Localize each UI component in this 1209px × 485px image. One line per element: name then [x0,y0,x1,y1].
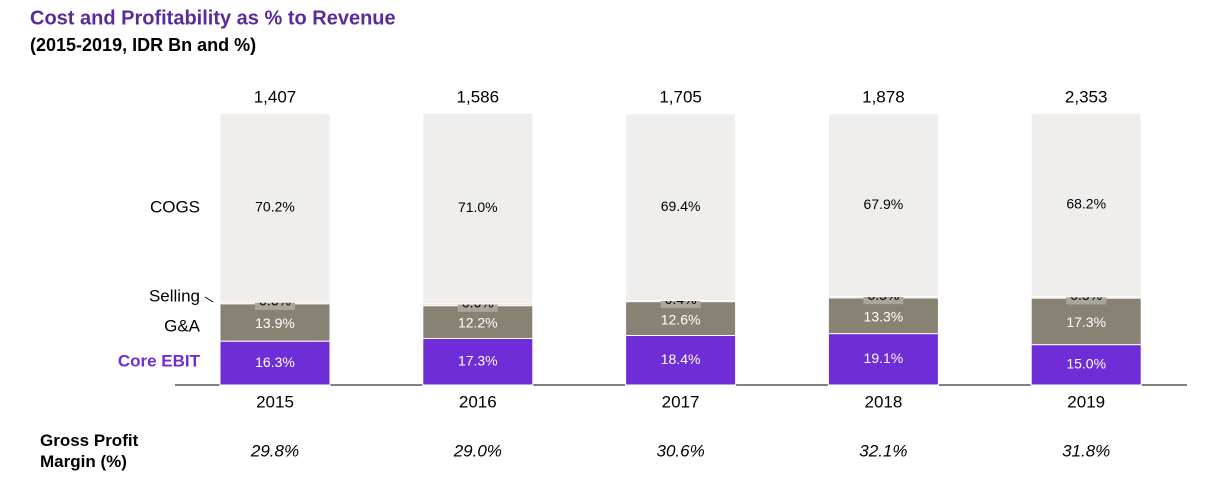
revenue-label: 2,353 [1065,87,1108,106]
value-label: 13.9% [255,315,295,331]
gpm-label: 29.0% [453,441,502,460]
series-label: G&A [164,316,201,335]
value-label: 68.2% [1066,196,1106,212]
gpm-label: 32.1% [859,441,907,460]
chart-subtitle: (2015-2019, IDR Bn and %) [30,35,256,55]
revenue-label: 1,705 [659,87,702,106]
bar-segment [219,112,331,303]
bar-segment [1030,297,1142,346]
series-label: Selling [149,286,200,305]
value-label: 71.0% [458,199,498,215]
leader-line [204,296,214,303]
chart-title: Cost and Profitability as % to Revenue [30,7,396,29]
value-label: 16.3% [255,354,295,370]
value-label: 17.3% [458,352,498,368]
value-label: 12.2% [458,315,498,331]
bar-segment [827,333,939,386]
bar-segment [219,303,331,342]
gpm-row-label: Gross Profit Margin (%) [40,431,139,471]
x-tick-label: 2019 [1067,392,1105,411]
value-label: 12.6% [661,311,701,327]
series-label: Core EBIT [118,351,201,370]
value-label: 17.3% [1066,314,1106,330]
x-tick-label: 2016 [459,392,497,411]
gpm-label: 29.8% [250,441,299,460]
bar-segment [422,112,534,305]
value-label: 15.0% [1066,356,1106,372]
x-tick-label: 2015 [256,392,294,411]
value-label: 18.4% [661,351,701,367]
value-label: 70.2% [255,198,295,214]
series-label: COGS [150,197,200,216]
value-label: 19.1% [864,350,904,366]
x-tick-label: 2018 [864,392,902,411]
x-tick-label: 2017 [662,392,700,411]
bar-segment [1030,112,1142,298]
value-label: 13.3% [864,308,904,324]
revenue-label: 1,407 [254,87,297,106]
revenue-label: 1,878 [862,87,905,106]
bar-segment [625,113,737,302]
gpm-label: 30.6% [656,441,704,460]
revenue-label: 1,586 [457,87,500,106]
value-label: 69.4% [661,198,701,214]
bar-segment [219,340,331,386]
gpm-label: 31.8% [1062,441,1110,460]
bar-segment [827,113,939,297]
value-label: 67.9% [864,196,904,212]
